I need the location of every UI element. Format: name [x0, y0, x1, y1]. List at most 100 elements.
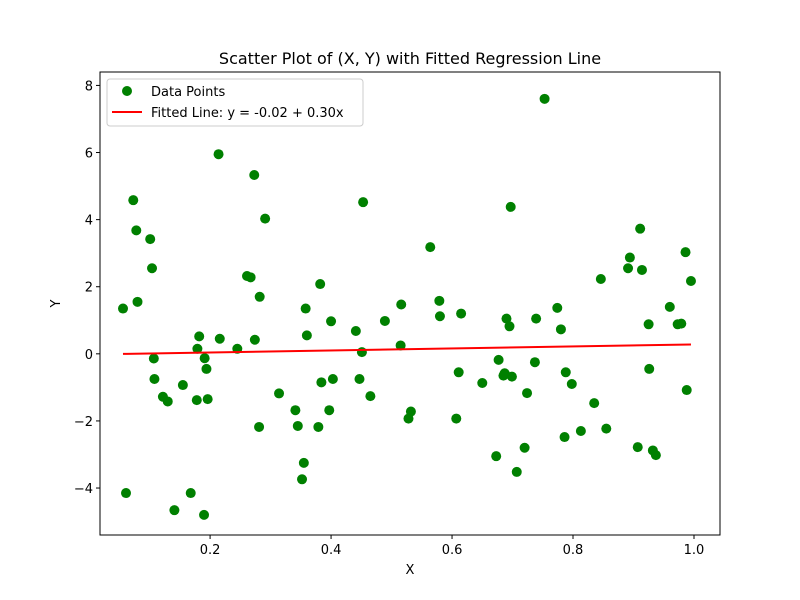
data-point [493, 354, 504, 365]
data-point [644, 363, 655, 374]
data-point [315, 279, 326, 290]
data-point [313, 421, 324, 432]
data-point [316, 377, 327, 388]
legend: Data Points Fitted Line: y = -0.02 + 0.3… [106, 78, 364, 127]
data-point [601, 423, 612, 434]
data-point [566, 379, 577, 390]
data-point [245, 272, 256, 283]
data-point [559, 432, 570, 443]
data-point [456, 308, 467, 319]
data-point [202, 394, 213, 405]
data-point [121, 488, 132, 499]
data-point [529, 357, 540, 368]
fitted-regression-line [122, 343, 691, 355]
data-point [301, 330, 312, 341]
data-point [379, 315, 390, 326]
data-point [505, 201, 516, 212]
data-point [405, 406, 416, 417]
y-tick-label: −4 [74, 482, 93, 497]
data-point [169, 505, 180, 516]
y-tick-label: 4 [85, 214, 93, 229]
data-point [681, 385, 692, 396]
data-point [147, 263, 158, 274]
x-tick-label: 0.6 [442, 543, 463, 558]
x-axis-label: X [406, 563, 415, 578]
data-point [354, 373, 365, 384]
y-tick-label: 6 [85, 147, 93, 162]
data-point [623, 263, 634, 274]
data-point [177, 380, 188, 391]
data-point [350, 326, 361, 337]
data-point [519, 442, 530, 453]
x-tick-label: 0.2 [200, 543, 221, 558]
data-point [434, 311, 445, 322]
data-point [324, 405, 335, 416]
data-point [298, 457, 309, 468]
data-point [555, 324, 566, 335]
data-point [632, 442, 643, 453]
y-tick-label: 8 [85, 79, 93, 94]
data-point [185, 488, 196, 499]
data-point [595, 274, 606, 285]
data-point [326, 316, 337, 327]
data-point [453, 367, 464, 378]
data-point [504, 321, 515, 332]
x-tick-label: 1.0 [684, 543, 705, 558]
data-point [274, 388, 285, 399]
y-tick-label: 2 [85, 281, 93, 296]
data-point [552, 302, 563, 313]
plot-frame [99, 71, 721, 536]
data-point [539, 93, 550, 104]
data-point [434, 295, 445, 306]
data-point [624, 252, 635, 263]
data-point [575, 425, 586, 436]
data-point [145, 234, 156, 245]
data-point [425, 242, 436, 253]
data-point [451, 413, 462, 424]
data-point [254, 421, 265, 432]
data-point [131, 225, 142, 236]
legend-marker-data-points [122, 86, 132, 96]
data-point [290, 405, 301, 416]
data-point [531, 313, 542, 324]
data-point [249, 334, 260, 345]
data-point [260, 213, 271, 224]
x-axis-ticks: 0.2 0.4 0.6 0.8 1.0 [200, 535, 705, 558]
data-point [327, 373, 338, 384]
data-point [117, 303, 128, 314]
data-point [506, 371, 517, 382]
data-point [292, 420, 303, 431]
data-point [132, 296, 143, 307]
data-point [491, 451, 502, 462]
data-point [300, 303, 311, 314]
data-point [365, 391, 376, 402]
data-point [201, 363, 212, 374]
legend-box [106, 78, 364, 127]
data-point [680, 247, 691, 258]
data-point [356, 347, 367, 358]
data-point [297, 474, 308, 485]
y-axis-label: Y [49, 299, 64, 308]
data-point [396, 299, 407, 310]
data-point [635, 223, 646, 234]
y-axis-ticks: −4 −2 0 2 4 6 8 [74, 79, 100, 497]
data-point [191, 395, 202, 406]
data-point [148, 353, 159, 364]
data-point [522, 388, 533, 399]
data-point [199, 509, 210, 520]
x-tick-label: 0.4 [321, 543, 342, 558]
data-point [501, 313, 512, 324]
data-point [358, 197, 369, 208]
data-point [149, 373, 160, 384]
data-point [477, 378, 488, 389]
data-point [199, 353, 210, 364]
data-point [650, 450, 661, 461]
data-point [254, 291, 265, 302]
y-tick-label: 0 [85, 348, 93, 363]
data-point [214, 333, 225, 344]
chart-title: Scatter Plot of (X, Y) with Fitted Regre… [219, 49, 601, 68]
data-point [676, 318, 687, 329]
data-point [249, 170, 260, 180]
data-point [560, 367, 571, 378]
